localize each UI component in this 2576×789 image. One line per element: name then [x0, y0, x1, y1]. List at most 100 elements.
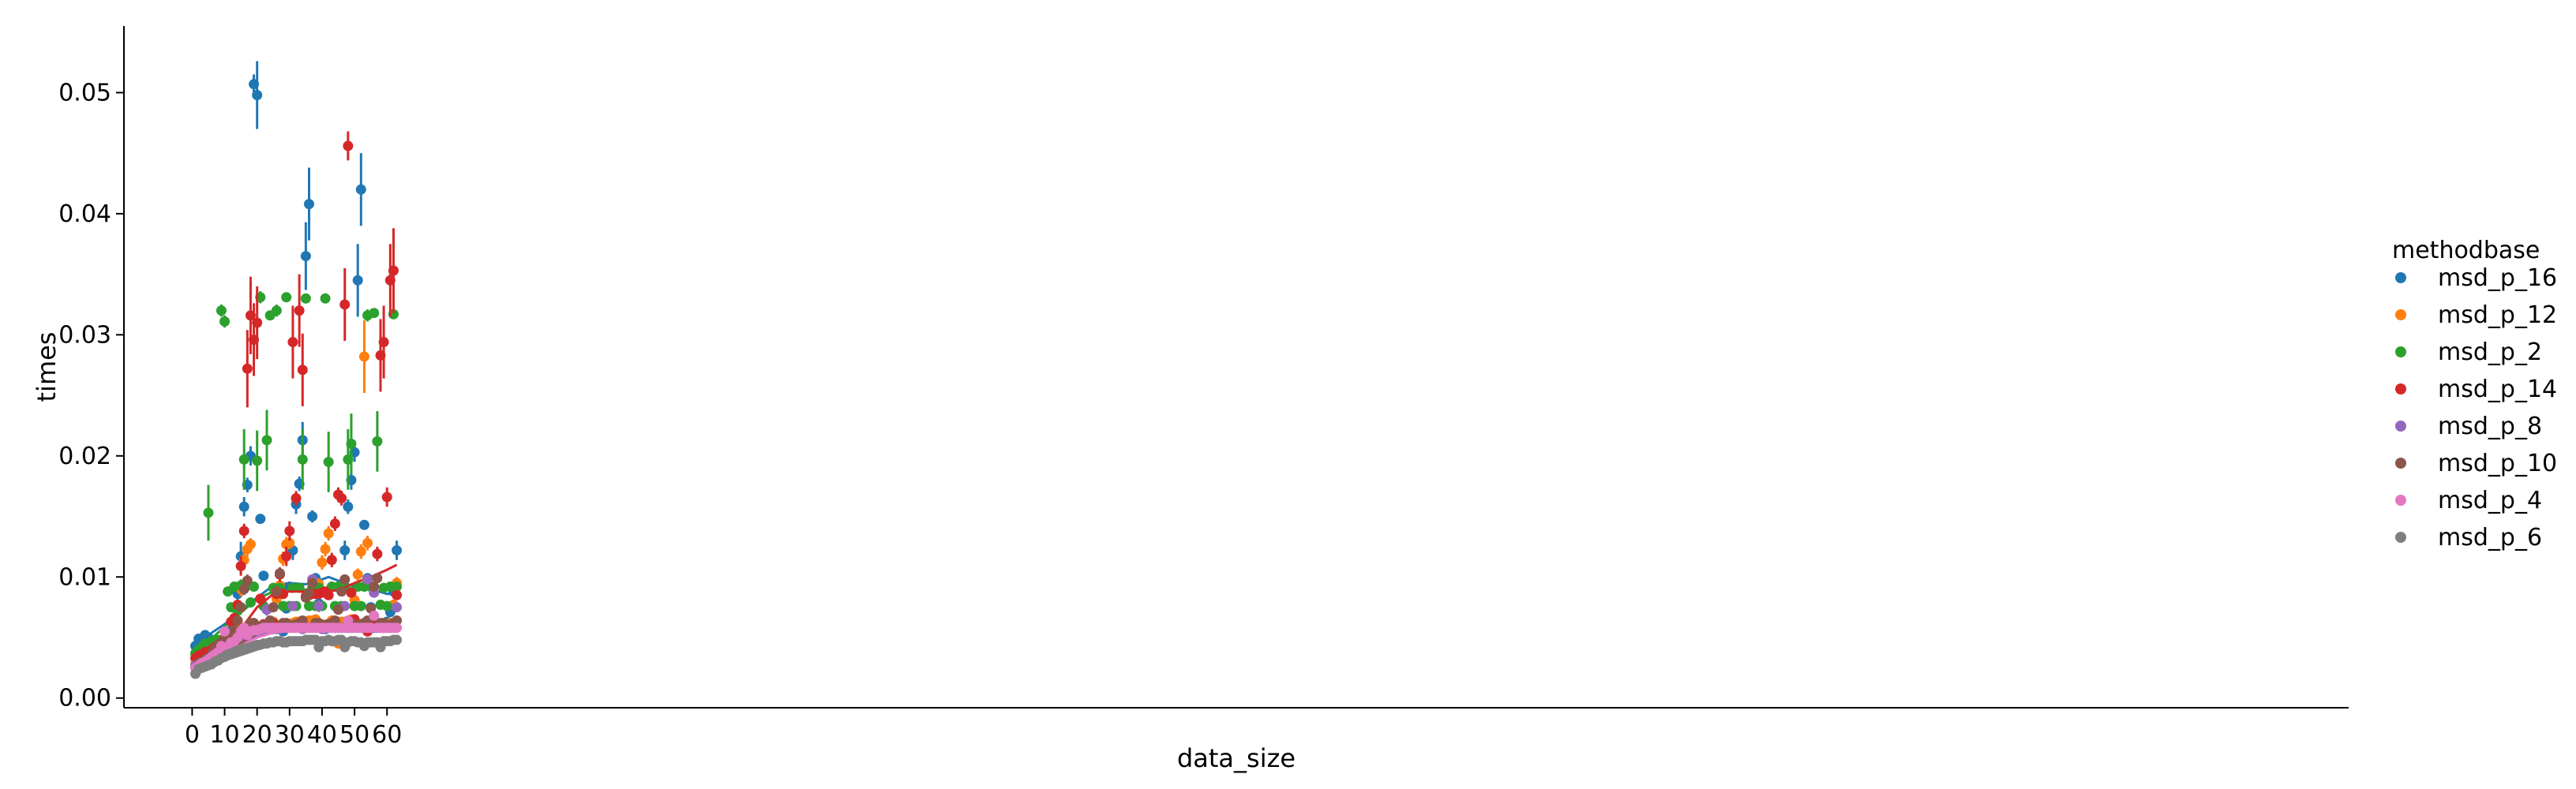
data-point	[252, 317, 263, 328]
data-point	[274, 568, 285, 579]
data-point	[291, 493, 302, 504]
y-tick-label: 0.02	[58, 443, 111, 470]
series-msd_p_6	[190, 634, 403, 679]
data-point	[249, 581, 260, 593]
data-point	[294, 305, 305, 316]
data-point	[297, 454, 308, 465]
data-point	[392, 623, 403, 634]
x-tick-label: 0	[185, 721, 200, 749]
legend: methodbase msd_p_16 msd_p_12 msd_p_2 msd_p_…	[2392, 237, 2557, 552]
y-axis-title: times	[32, 332, 62, 402]
data-point	[369, 610, 380, 621]
y-tick-label: 0.00	[58, 685, 111, 712]
y-tick-label: 0.01	[58, 563, 111, 591]
data-point	[219, 626, 231, 637]
data-point	[245, 539, 256, 550]
x-tick-label: 10	[209, 721, 239, 749]
legend-label: msd_p_2	[2438, 338, 2542, 366]
data-point	[392, 634, 403, 645]
data-point	[235, 602, 246, 613]
data-point	[336, 493, 347, 504]
legend-marker	[2395, 383, 2406, 394]
data-point	[245, 596, 256, 608]
data-point	[307, 511, 318, 522]
data-point	[392, 602, 403, 613]
data-point	[323, 528, 334, 539]
data-point	[307, 578, 318, 589]
data-point	[378, 337, 389, 348]
data-point	[238, 525, 249, 537]
data-point	[355, 184, 366, 195]
y-tick-label: 0.05	[58, 79, 111, 107]
x-tick-label: 50	[339, 721, 369, 749]
y-axis-ticks: 0.00 0.01 0.02 0.03 0.04 0.05	[58, 79, 124, 712]
data-point	[255, 514, 266, 525]
legend-title: methodbase	[2392, 237, 2540, 264]
data-point	[323, 589, 334, 600]
data-point	[369, 581, 380, 593]
x-tick-label: 20	[242, 721, 272, 749]
data-point	[287, 600, 298, 611]
data-point	[369, 308, 380, 319]
data-point	[300, 251, 311, 262]
data-point	[346, 587, 357, 598]
legend-marker	[2395, 495, 2406, 506]
data-point	[333, 604, 344, 615]
data-point	[203, 507, 214, 518]
data-point	[232, 615, 243, 626]
data-point	[392, 589, 403, 600]
data-point	[381, 492, 392, 503]
data-point	[271, 305, 282, 316]
data-point	[329, 518, 340, 529]
data-point	[300, 293, 311, 304]
data-point	[362, 574, 373, 585]
data-point	[362, 537, 373, 548]
data-point	[252, 455, 263, 466]
data-point	[297, 365, 308, 376]
data-point	[339, 544, 351, 555]
data-point	[320, 293, 331, 304]
data-point	[238, 501, 249, 512]
data-point	[284, 525, 295, 537]
legend-marker	[2395, 309, 2406, 320]
data-point	[252, 89, 263, 100]
data-point	[242, 575, 253, 586]
data-point	[284, 537, 295, 548]
data-point	[355, 546, 366, 557]
data-point	[381, 600, 392, 611]
series-msd_p_16	[190, 61, 403, 652]
data-point	[358, 519, 369, 530]
data-point	[238, 454, 249, 465]
plot-area	[190, 61, 403, 679]
data-point	[372, 573, 383, 584]
data-point	[392, 581, 403, 593]
data-point	[343, 140, 354, 151]
data-point	[355, 600, 366, 611]
y-tick-label: 0.04	[58, 200, 111, 228]
data-point	[372, 436, 383, 447]
series-msd_p_4	[190, 610, 403, 673]
legend-label: msd_p_16	[2438, 264, 2557, 292]
legend-label: msd_p_14	[2438, 376, 2557, 403]
data-point	[388, 265, 399, 276]
data-point	[219, 316, 231, 327]
x-tick-label: 60	[372, 721, 402, 749]
legend-marker	[2395, 346, 2406, 357]
data-point	[372, 548, 383, 559]
data-point	[271, 586, 282, 597]
legend-label: msd_p_8	[2438, 413, 2542, 440]
data-point	[281, 292, 292, 303]
x-axis-title: data_size	[1177, 743, 1295, 773]
y-tick-label: 0.03	[58, 321, 111, 349]
data-point	[343, 501, 354, 512]
legend-label: msd_p_12	[2438, 301, 2557, 329]
data-point	[323, 456, 334, 467]
data-point	[303, 199, 314, 210]
data-point	[287, 337, 298, 348]
data-point	[392, 544, 403, 555]
legend-label: msd_p_6	[2438, 524, 2542, 552]
legend-marker	[2395, 532, 2406, 543]
legend-label: msd_p_4	[2438, 487, 2542, 514]
data-point	[216, 305, 227, 316]
